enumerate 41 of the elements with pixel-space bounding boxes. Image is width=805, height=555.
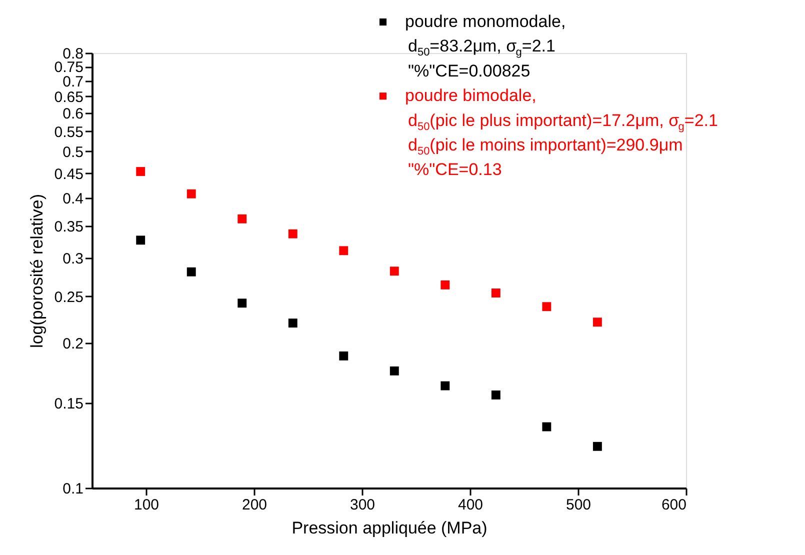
point — [440, 280, 450, 290]
y-tick-label: 0.1 — [62, 480, 84, 498]
y-tick-label: 0.65 — [54, 88, 84, 106]
point — [592, 318, 602, 327]
point — [339, 246, 348, 256]
y-tick-label: 0.4 — [62, 190, 84, 208]
x-tick-label: 300 — [350, 496, 376, 514]
point — [136, 236, 146, 245]
point — [390, 366, 399, 376]
point — [136, 167, 146, 176]
y-tick-label: 0.55 — [54, 124, 84, 141]
point — [238, 298, 247, 308]
point — [491, 390, 500, 400]
point — [390, 266, 399, 276]
y-tick-label: 0.6 — [62, 106, 84, 123]
x-tick-label: 600 — [661, 496, 686, 514]
x-tick-label: 400 — [458, 496, 484, 514]
y-tick-label: 0.3 — [62, 250, 84, 268]
point — [238, 214, 247, 224]
point — [339, 351, 348, 360]
point — [491, 288, 500, 298]
y-tick-label: 0.5 — [62, 144, 84, 161]
point — [186, 267, 196, 276]
y-tick-label: 0.25 — [54, 288, 84, 306]
x-tick-label: 100 — [134, 496, 160, 514]
x-axis-title: Pression appliquée (MPa) — [292, 518, 488, 538]
point — [542, 302, 552, 312]
y-axis-title: log(porosité relative) — [27, 194, 46, 348]
point — [440, 381, 450, 390]
y-tick-label: 0.2 — [62, 336, 84, 352]
point — [288, 318, 298, 328]
y-tick-label: 0.45 — [54, 166, 84, 183]
point — [288, 229, 298, 238]
x-tick-label: 200 — [242, 496, 268, 514]
y-tick-label: 0.15 — [54, 396, 84, 413]
point — [542, 422, 552, 432]
y-tick-label: 0.7 — [62, 73, 84, 90]
x-tick-label: 500 — [566, 496, 592, 514]
y-tick-label: 0.35 — [54, 218, 84, 236]
point — [186, 189, 196, 198]
point — [592, 442, 602, 451]
